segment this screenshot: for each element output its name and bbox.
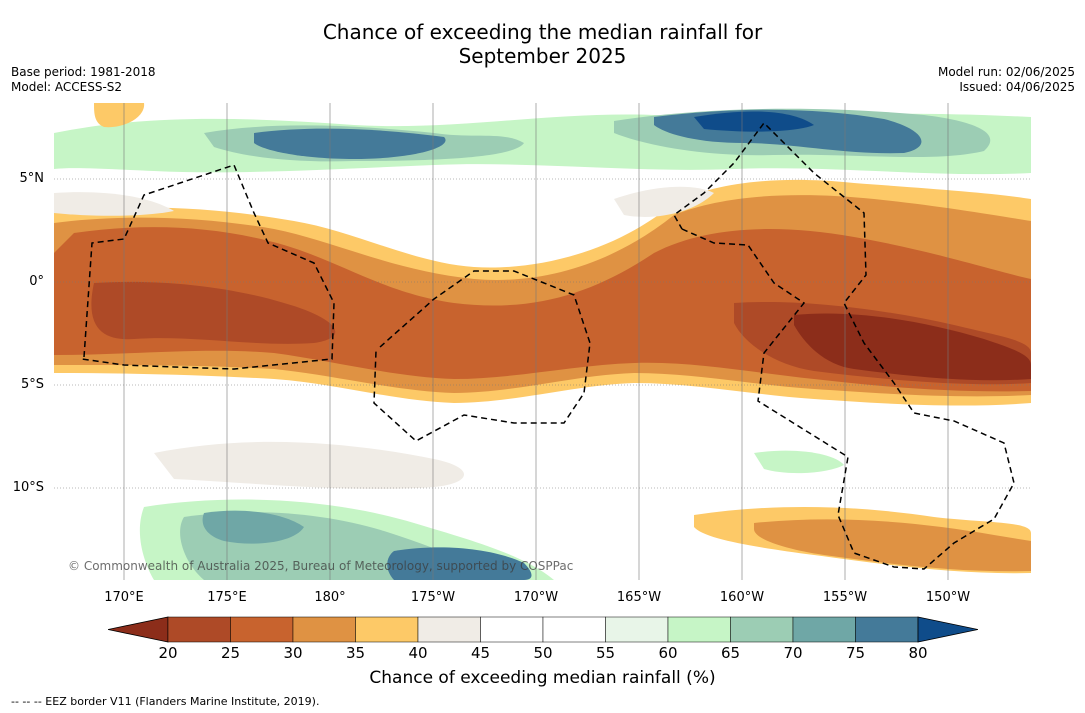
gridlines — [54, 178, 1031, 489]
south-teal-dark — [202, 510, 304, 544]
lat-label-5n: 5°N — [19, 171, 45, 186]
colorbar-tick-30: 30 — [283, 644, 303, 662]
lon-label-150w: 150°W — [925, 590, 971, 605]
model-name: Model: ACCESS-S2 — [11, 80, 123, 94]
colorbar-tick-20: 20 — [158, 644, 178, 662]
issued-date: Issued: 04/06/2025 — [959, 80, 1075, 94]
colorbar-lower-extend — [108, 616, 169, 643]
meta-left: Base period: 1981-2018 Model: ACCESS-S2 — [11, 65, 156, 95]
colorbar-tick-80: 80 — [908, 644, 928, 662]
colorbar-tick-65: 65 — [720, 644, 741, 662]
lon-label-180: 180° — [314, 590, 346, 605]
colorbar-tick-60: 60 — [658, 644, 678, 662]
north-blue-1 — [254, 128, 446, 159]
colorbar-tick-40: 40 — [408, 644, 428, 662]
colorbar-label: Chance of exceeding median rainfall (%) — [369, 668, 716, 688]
colorbar-tick-45: 45 — [470, 644, 491, 662]
colorbar-swatch-35-40 — [355, 616, 419, 643]
eez-footnote: -- -- -- EEZ border V11 (Flanders Marine… — [11, 695, 320, 708]
meridians — [123, 103, 949, 580]
colorbar-swatch-65-70 — [730, 616, 794, 643]
colorbar-tick-35: 35 — [345, 644, 366, 662]
colorbar-swatch-60-65 — [667, 616, 731, 643]
lon-label-175e: 175°E — [207, 590, 247, 605]
lon-label-155w: 155°W — [822, 590, 868, 605]
lon-label-170e: 170°E — [104, 590, 144, 605]
colorbar — [108, 616, 978, 643]
colorbar-swatch-20-25 — [167, 616, 231, 643]
north-yellow — [94, 103, 145, 128]
colorbar-swatch-55-60 — [605, 616, 669, 643]
colorbar-tick-75: 75 — [845, 644, 866, 662]
south-green-patch — [754, 450, 844, 474]
south-beige — [154, 441, 464, 489]
map-svg — [54, 103, 1031, 580]
colorbar-swatch-75-80 — [855, 616, 919, 643]
model-run: Model run: 02/06/2025 — [937, 65, 1075, 79]
base-period: Base period: 1981-2018 — [11, 65, 156, 79]
meta-right: Model run: 02/06/2025 Issued: 04/06/2025 — [938, 65, 1075, 95]
colorbar-swatch-30-35 — [292, 616, 356, 643]
colorbar-swatch-50-55 — [542, 616, 606, 643]
lon-label-175w: 175°W — [410, 590, 456, 605]
colorbar-swatch-25-30 — [230, 616, 294, 643]
colorbar-tick-55: 55 — [595, 644, 616, 662]
title-line-2: September 2025 — [458, 44, 627, 68]
south-blue — [387, 547, 532, 580]
colorbar-swatch-45-50 — [480, 616, 544, 643]
colorbar-swatch-40-45 — [417, 616, 481, 643]
colorbar-upper-extend — [917, 616, 978, 643]
title-line-1: Chance of exceeding the median rainfall … — [322, 20, 763, 44]
lat-label-0: 0° — [29, 274, 44, 289]
warm-band-brown — [91, 281, 336, 344]
eez-borders — [81, 121, 1015, 570]
colorbar-tick-50: 50 — [533, 644, 553, 662]
lon-label-160w: 160°W — [719, 590, 765, 605]
colorbar-tick-25: 25 — [220, 644, 241, 662]
lon-label-165w: 165°W — [616, 590, 662, 605]
lat-label-5s: 5°S — [20, 377, 44, 392]
colorbar-tick-70: 70 — [783, 644, 803, 662]
beige-patch-1 — [54, 192, 174, 216]
lon-label-170w: 170°W — [513, 590, 559, 605]
rainfall-map — [54, 103, 1031, 580]
warm-band-darkest — [794, 313, 1031, 381]
copyright-notice: © Commonwealth of Australia 2025, Bureau… — [68, 559, 574, 573]
lat-label-10s: 10°S — [12, 480, 44, 495]
map-title: Chance of exceeding the median rainfall … — [0, 20, 1085, 68]
colorbar-swatch-70-75 — [792, 616, 856, 643]
south-orange — [754, 519, 1031, 572]
north-dark-blue — [694, 111, 814, 132]
